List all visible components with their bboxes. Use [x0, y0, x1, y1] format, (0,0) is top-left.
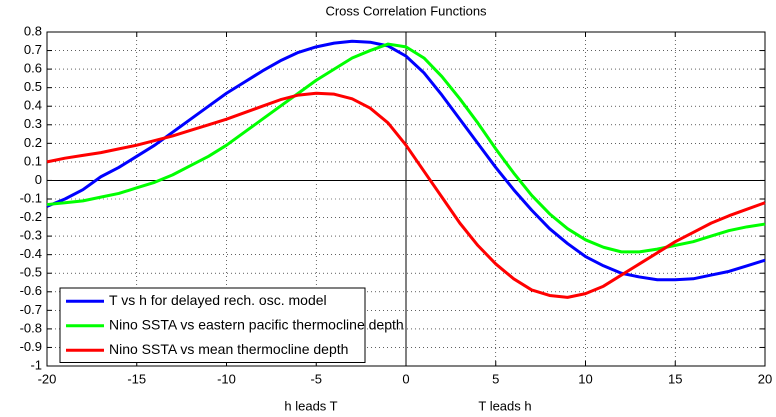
series-line — [46, 91, 766, 299]
y-tick-label: -0.6 — [20, 283, 42, 298]
legend-label: Nino SSTA vs eastern pacific thermocline… — [109, 316, 404, 332]
x-tick-label: 20 — [758, 371, 772, 386]
legend-box — [59, 287, 366, 363]
x-axis-label: h leads T — [284, 398, 337, 413]
plot-frame — [46, 31, 766, 367]
x-tick-label: -10 — [217, 371, 236, 386]
x-tick-label: -20 — [38, 371, 57, 386]
series-line — [46, 42, 766, 254]
y-tick-label: -0.1 — [20, 190, 42, 205]
x-axis-label: T leads h — [478, 398, 531, 413]
x-tick-label: -15 — [127, 371, 146, 386]
y-tick-label: -0.4 — [20, 246, 42, 261]
y-tick-label: -1 — [30, 357, 42, 372]
y-tick-label: 0.2 — [24, 135, 42, 150]
y-tick-label: 0.6 — [24, 61, 42, 76]
x-tick-label: 10 — [578, 371, 592, 386]
y-tick-label: 0.7 — [24, 42, 42, 57]
y-tick-label: -0.8 — [20, 320, 42, 335]
y-tick-label: 0.8 — [24, 23, 42, 38]
y-tick-label: 0.3 — [24, 116, 42, 131]
x-tick-label: 0 — [402, 371, 409, 386]
y-tick-label: 0.5 — [24, 79, 42, 94]
y-tick-label: -0.3 — [20, 228, 42, 243]
y-tick-label: -0.5 — [20, 265, 42, 280]
x-tick-label: -5 — [310, 371, 322, 386]
legend-label: Nino SSTA vs mean thermocline depth — [109, 341, 348, 357]
y-tick-label: -0.9 — [20, 339, 42, 354]
legend-label: T vs h for delayed rech. osc. model — [109, 292, 327, 308]
y-tick-label: 0.4 — [24, 98, 42, 113]
x-tick-label: 15 — [668, 371, 682, 386]
x-tick-label: 5 — [492, 371, 499, 386]
y-tick-label: 0.1 — [24, 153, 42, 168]
y-tick-label: -0.2 — [20, 209, 42, 224]
y-tick-label: -0.7 — [20, 302, 42, 317]
y-tick-label: 0 — [35, 172, 42, 187]
chart-title: Cross Correlation Functions — [325, 3, 487, 18]
